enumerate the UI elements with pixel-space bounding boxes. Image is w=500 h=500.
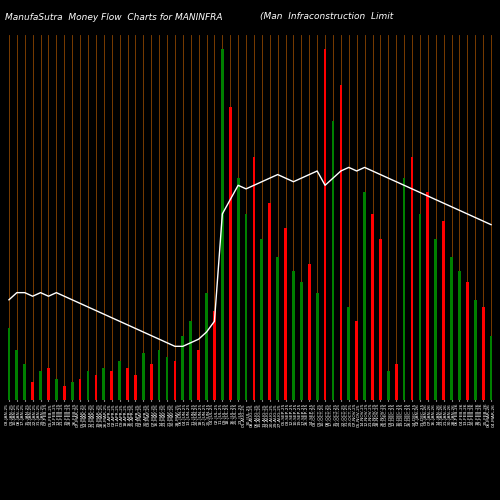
Bar: [86, 372, 90, 400]
Bar: [39, 372, 42, 400]
Bar: [490, 336, 492, 400]
Bar: [458, 271, 461, 400]
Bar: [32, 382, 34, 400]
Bar: [221, 50, 224, 400]
Bar: [466, 282, 468, 400]
Bar: [244, 214, 248, 400]
Bar: [260, 239, 263, 400]
Bar: [205, 292, 208, 400]
Bar: [442, 221, 445, 400]
Bar: [150, 364, 152, 400]
Bar: [371, 214, 374, 400]
Bar: [356, 322, 358, 400]
Bar: [63, 386, 66, 400]
Bar: [158, 350, 160, 400]
Text: (Man  Infraconstruction  Limit: (Man Infraconstruction Limit: [260, 12, 393, 22]
Bar: [348, 307, 350, 400]
Bar: [24, 364, 26, 400]
Bar: [324, 50, 326, 400]
Bar: [190, 322, 192, 400]
Bar: [402, 178, 406, 400]
Bar: [316, 292, 318, 400]
Bar: [197, 350, 200, 400]
Bar: [387, 372, 390, 400]
Bar: [482, 307, 484, 400]
Bar: [229, 106, 232, 400]
Bar: [308, 264, 310, 400]
Bar: [300, 282, 303, 400]
Bar: [268, 203, 271, 400]
Bar: [379, 239, 382, 400]
Bar: [142, 354, 144, 400]
Bar: [55, 378, 58, 400]
Bar: [71, 382, 74, 400]
Bar: [166, 357, 168, 400]
Bar: [340, 85, 342, 400]
Bar: [182, 336, 184, 400]
Bar: [426, 192, 429, 400]
Bar: [284, 228, 287, 400]
Bar: [126, 368, 129, 400]
Bar: [94, 375, 98, 400]
Text: ManufaSutra  Money Flow  Charts for MANINFRA: ManufaSutra Money Flow Charts for MANINF…: [5, 12, 222, 22]
Bar: [418, 214, 422, 400]
Bar: [110, 372, 113, 400]
Bar: [395, 364, 398, 400]
Bar: [134, 375, 137, 400]
Bar: [410, 156, 414, 400]
Bar: [16, 350, 18, 400]
Bar: [78, 378, 82, 400]
Bar: [276, 257, 279, 400]
Bar: [237, 178, 240, 400]
Bar: [174, 360, 176, 400]
Bar: [434, 239, 437, 400]
Bar: [118, 360, 121, 400]
Bar: [292, 271, 295, 400]
Bar: [450, 257, 453, 400]
Bar: [102, 368, 105, 400]
Bar: [252, 156, 256, 400]
Bar: [363, 192, 366, 400]
Bar: [474, 300, 476, 400]
Bar: [213, 310, 216, 400]
Bar: [332, 121, 334, 400]
Bar: [47, 368, 50, 400]
Bar: [8, 328, 10, 400]
